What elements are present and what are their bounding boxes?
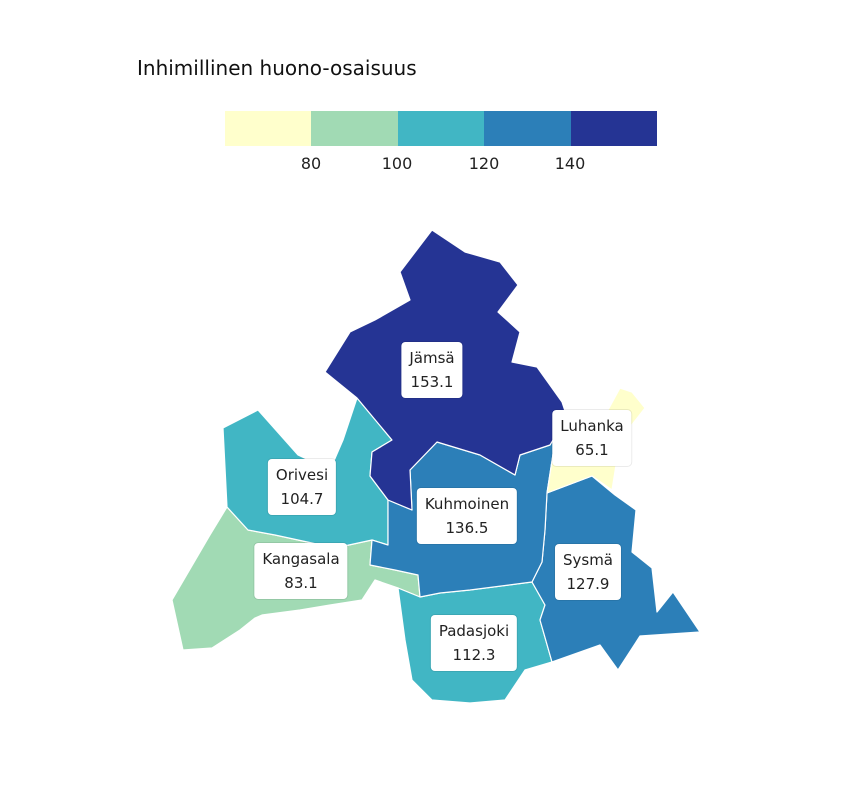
- color-scale-bar: [225, 111, 658, 146]
- legend-tick: 80: [300, 154, 322, 173]
- legend-tick: 140: [554, 154, 586, 173]
- region-name: Padasjoki: [438, 622, 510, 640]
- region-value: 112.3: [452, 646, 496, 664]
- region-name: Sysmä: [562, 551, 614, 569]
- legend-swatch: [397, 111, 485, 146]
- map-label: Orivesi 104.7: [267, 459, 337, 515]
- map-label: Kangasala 83.1: [254, 543, 348, 599]
- region-value: 153.1: [410, 373, 454, 391]
- map-label: Jämsä 153.1: [401, 342, 463, 398]
- legend-title: Inhimillinen huono-osaisuus: [137, 56, 417, 80]
- region-value: 104.7: [280, 490, 324, 508]
- map-label: Kuhmoinen 136.5: [416, 488, 518, 544]
- map-label: Luhanka 65.1: [552, 410, 632, 466]
- region-name: Luhanka: [560, 417, 624, 435]
- region-name: Jämsä: [409, 349, 455, 367]
- legend-swatch: [484, 111, 571, 146]
- legend-ticks: 80 100 120 140: [0, 154, 864, 178]
- legend-swatch: [570, 111, 658, 146]
- region-value: 136.5: [445, 519, 489, 537]
- legend-swatch: [311, 111, 398, 146]
- legend-tick: 100: [381, 154, 413, 173]
- region-name: Kangasala: [262, 550, 340, 568]
- map-label: Padasjoki 112.3: [430, 615, 518, 671]
- legend-tick: 120: [468, 154, 500, 173]
- region-name: Orivesi: [275, 466, 329, 484]
- region-name: Kuhmoinen: [424, 495, 510, 513]
- region-value: 65.1: [575, 441, 609, 459]
- legend-swatch: [225, 111, 312, 146]
- region-value: 83.1: [284, 574, 318, 592]
- region-value: 127.9: [566, 575, 610, 593]
- map-label: Sysmä 127.9: [554, 544, 622, 600]
